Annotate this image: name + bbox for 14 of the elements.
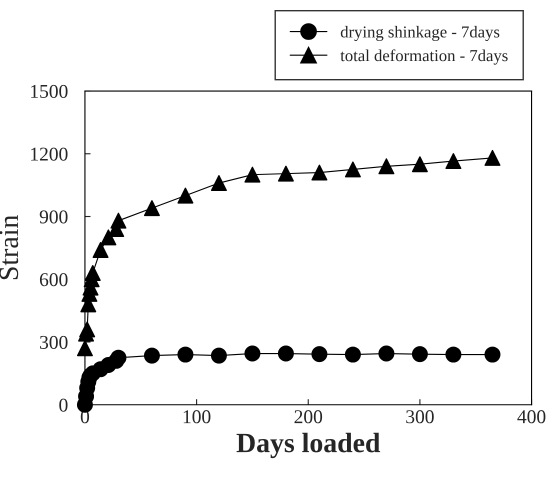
y-tick-label: 600: [40, 273, 68, 286]
x-tick-label: 200: [294, 410, 322, 424]
x-tick-label: 300: [406, 410, 434, 424]
x-tick-label: 400: [517, 410, 546, 424]
x-tick-label: 100: [184, 410, 210, 424]
y-tick-label: 1500: [31, 84, 68, 98]
y-axis-title: Strain: [0, 215, 18, 280]
x-axis-title: Days loaded: [236, 432, 380, 458]
y-tick-label: 300: [40, 336, 68, 349]
y-tick-label: 0: [59, 398, 68, 412]
y-tick-label: 900: [40, 210, 68, 224]
legend-label: total deformation - 7days: [340, 49, 508, 65]
legend-label: drying shinkage - 7days: [340, 26, 500, 41]
y-tick-label: 1200: [31, 148, 68, 161]
